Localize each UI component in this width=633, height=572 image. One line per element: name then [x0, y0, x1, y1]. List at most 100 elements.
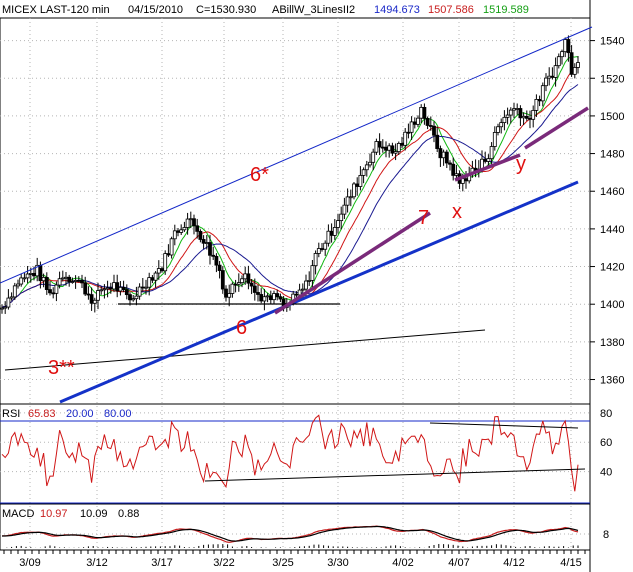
y-tick-labels: 1360 1380 1400 1420 1440 1460 1480 1500 1520 1540… — [590, 36, 624, 541]
y-tick-label: 1500 — [600, 111, 624, 123]
x-tick-labels: 3/09 3/12 3/17 3/22 3/25 3/30 4/02 4/07 4/12 4/15 — [3, 550, 586, 569]
price-bar-body — [368, 161, 372, 166]
price-bar-body — [54, 284, 59, 294]
price-bar-body — [537, 99, 542, 102]
macd-value-3: 0.88 — [118, 508, 139, 520]
price-bar-body — [51, 292, 56, 295]
header-symbol: MICEX LAST-120 min — [2, 4, 110, 16]
price-bar-body — [560, 51, 564, 58]
price-bar-body — [220, 270, 225, 290]
price-bar-body — [316, 248, 321, 254]
annotation-6: 6 — [236, 317, 247, 339]
price-bar-body — [540, 85, 545, 102]
header-value-1: 1494.673 — [374, 4, 420, 16]
price-bar-body — [307, 279, 312, 282]
price-bar-body — [460, 178, 465, 184]
price-bar-body — [124, 289, 129, 296]
price-bar-body — [134, 295, 139, 300]
price-bar-body — [518, 108, 523, 119]
price-bar-body — [505, 114, 510, 118]
rsi-tick-label: 60 — [600, 437, 612, 449]
y-tick-label: 1380 — [600, 337, 624, 349]
x-tick-label: 3/30 — [327, 557, 348, 569]
rsi-high: 80.00 — [104, 408, 132, 420]
price-bar-body — [19, 277, 24, 285]
price-bar-body — [182, 227, 187, 231]
price-bar-body — [400, 143, 404, 146]
price-bar-body — [339, 213, 344, 222]
macd-label: MACD — [2, 508, 34, 520]
price-bar-body — [67, 276, 72, 283]
price-bar-body — [252, 285, 257, 293]
price-bar-body — [361, 169, 366, 176]
price-bar-body — [486, 158, 491, 162]
price-bar-body — [198, 230, 203, 240]
price-bar-body — [240, 278, 244, 284]
price-bar-body — [416, 117, 420, 125]
price-bar-body — [403, 131, 408, 146]
price-bar-body — [262, 296, 267, 302]
price-bars — [0, 35, 580, 314]
price-bar-body — [227, 293, 232, 298]
x-tick-label: 4/07 — [448, 557, 469, 569]
price-bar-body — [320, 248, 324, 250]
price-bar-body — [435, 134, 440, 149]
price-bar-body — [256, 292, 260, 295]
y-tick-label: 1460 — [600, 186, 624, 198]
price-bar-body — [502, 116, 507, 124]
x-tick-label: 3/12 — [86, 557, 107, 569]
price-bar-body — [99, 289, 104, 292]
price-bar-body — [454, 173, 459, 176]
price-bar-body — [508, 109, 513, 116]
price-bar-body — [326, 230, 331, 244]
rsi-support-line — [204, 468, 586, 482]
price-bar-body — [272, 293, 276, 301]
y-tick-label: 1420 — [600, 262, 624, 274]
header-date: 04/15/2010 — [128, 4, 183, 16]
annotation-6-star: 6* — [250, 164, 269, 186]
price-bar-body — [96, 290, 100, 301]
price-bar-body — [128, 294, 132, 301]
price-bar-body — [566, 39, 571, 54]
price-bar-body — [531, 109, 536, 120]
y-tick-label: 1440 — [600, 224, 624, 236]
long-black-trend-line — [4, 329, 486, 371]
price-bar-body — [172, 230, 177, 240]
price-bar-body — [323, 242, 328, 250]
rsi-resistance-line — [429, 422, 579, 429]
price-bar-body — [204, 242, 209, 244]
price-bar-body — [83, 282, 88, 295]
price-bar-body — [22, 277, 27, 280]
macd-tick-label: 8 — [603, 529, 609, 541]
annotation-7: 7 — [418, 207, 429, 229]
price-bar-body — [217, 264, 222, 271]
price-bar-body — [364, 164, 369, 171]
price-bar-body — [329, 230, 334, 236]
price-bar-body — [384, 146, 388, 151]
price-bar-body — [553, 65, 558, 78]
price-bar-body — [12, 285, 17, 298]
price-bar-body — [57, 278, 62, 286]
price-bar-body — [345, 196, 350, 206]
price-bar-body — [556, 56, 561, 67]
price-bar-body — [38, 264, 43, 282]
price-bar-body — [521, 115, 526, 119]
price-bar-body — [89, 294, 94, 304]
price-bar-body — [224, 288, 228, 298]
price-bar-body — [342, 204, 347, 215]
header-value-3: 1519.589 — [483, 4, 529, 16]
price-bar-body — [499, 122, 504, 128]
y-tick-label: 1360 — [600, 375, 624, 387]
price-bar-body — [44, 277, 49, 290]
price-bar-body — [268, 295, 273, 301]
price-bar-body — [25, 273, 30, 279]
price-bar-body — [144, 286, 148, 289]
price-bar-body — [160, 268, 164, 272]
price-bar-body — [355, 183, 360, 187]
price-bar-body — [406, 131, 411, 134]
price-bar-body — [275, 293, 280, 298]
price-bar-body — [576, 62, 580, 68]
header-close: C=1530.930 — [196, 4, 256, 16]
price-bar-body — [121, 286, 126, 290]
price-bar-body — [70, 281, 75, 283]
